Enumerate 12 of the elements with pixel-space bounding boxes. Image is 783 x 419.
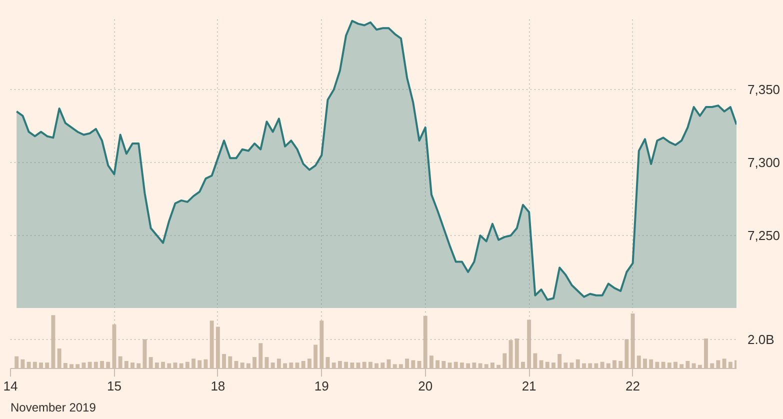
x-tick-label: 15	[106, 378, 122, 394]
x-tick-label: 14	[3, 378, 18, 394]
x-tick-label: 21	[522, 378, 536, 394]
x-tick-label: 22	[626, 378, 640, 394]
y-tick-label: 2.0B	[748, 332, 774, 347]
x-tick-label: 18	[210, 378, 226, 394]
y-tick-label: 7,300	[748, 155, 780, 170]
x-tick-label: 20	[418, 378, 433, 394]
x-tick-label: 19	[314, 378, 329, 394]
y-tick-label: 7,350	[748, 82, 780, 97]
y-tick-label: 7,250	[748, 228, 780, 243]
x-axis-title: November 2019	[10, 400, 96, 414]
